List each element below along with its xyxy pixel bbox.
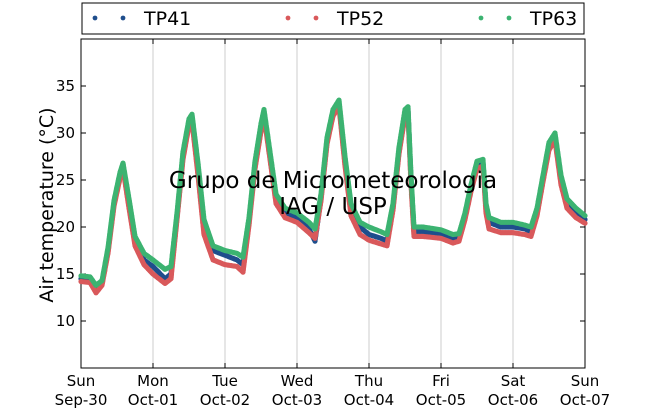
legend-marker [120, 15, 126, 21]
y-axis: 10 15 20 25 30 35 [56, 77, 585, 330]
y-tick-label: 35 [56, 77, 75, 95]
legend-marker [285, 15, 291, 21]
legend-marker [92, 15, 98, 21]
x-tick-day: Thu [354, 372, 383, 390]
y-tick-label: 15 [56, 265, 75, 283]
plot-frame [80, 38, 586, 369]
y-axis-title: Air temperature (°C) [36, 107, 58, 302]
legend-label-TP52: TP52 [336, 8, 384, 30]
legend-marker [313, 15, 319, 21]
x-tick-date: Oct-05 [416, 391, 466, 409]
watermark: Grupo de Micrometeorologia IAG / USP [169, 168, 497, 220]
y-tick-label: 30 [56, 124, 75, 142]
watermark-line-2: IAG / USP [279, 194, 387, 220]
y-tick-label: 25 [56, 171, 75, 189]
legend-label-TP63: TP63 [529, 8, 577, 30]
legend-marker [478, 15, 484, 21]
data-point [582, 213, 588, 219]
x-tick-day: Wed [281, 372, 314, 390]
x-tick-date: Oct-07 [560, 391, 610, 409]
x-tick-date: Oct-02 [200, 391, 250, 409]
watermark-line-1: Grupo de Micrometeorologia [169, 168, 497, 194]
x-tick-day: Fri [432, 372, 450, 390]
legend-marker [506, 15, 512, 21]
x-tick-date: Oct-03 [272, 391, 322, 409]
data-point [582, 220, 588, 226]
data-points [78, 97, 588, 296]
x-axis: SunSep-30MonOct-01TueOct-02WedOct-03ThuO… [55, 39, 610, 409]
x-tick-day: Sun [67, 372, 96, 390]
legend-label-TP41: TP41 [143, 8, 191, 30]
x-tick-day: Sun [571, 372, 600, 390]
series-TP63 [78, 97, 588, 288]
x-tick-date: Sep-30 [55, 391, 108, 409]
y-tick-label: 20 [56, 218, 75, 236]
y-tick-label: 10 [56, 312, 75, 330]
x-tick-day: Sat [501, 372, 526, 390]
x-tick-date: Oct-01 [128, 391, 178, 409]
x-tick-day: Mon [137, 372, 169, 390]
x-tick-date: Oct-04 [344, 391, 394, 409]
day-gridlines [152, 39, 514, 368]
x-tick-day: Tue [211, 372, 238, 390]
legend: TP41 TP52 TP63 [81, 2, 585, 35]
x-tick-date: Oct-06 [488, 391, 538, 409]
